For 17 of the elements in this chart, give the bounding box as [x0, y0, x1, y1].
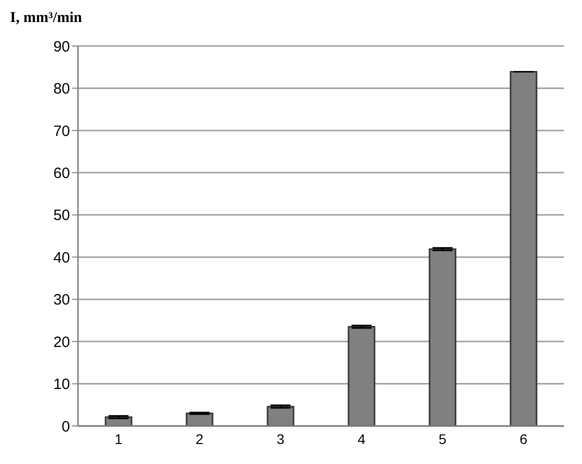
- x-tick-label: 1: [114, 430, 123, 447]
- y-tick-label: 10: [53, 376, 70, 394]
- y-tick-label: 0: [62, 418, 70, 436]
- y-tick-label: 70: [53, 122, 70, 140]
- y-tick-label: 30: [53, 292, 70, 309]
- x-tick-label: 5: [438, 430, 447, 447]
- y-tick-label: 90: [53, 38, 70, 56]
- x-tick-label: 4: [358, 430, 366, 447]
- y-tick-label: 60: [53, 164, 70, 182]
- y-tick-label: 40: [53, 249, 70, 266]
- y-tick-label: 20: [53, 334, 70, 351]
- x-tick-label: 3: [276, 430, 285, 447]
- y-axis-title: I, mm³/min: [10, 10, 82, 27]
- x-tick-label: 6: [520, 430, 528, 447]
- y-tick-label: 50: [53, 207, 70, 224]
- y-tick-label: 80: [53, 80, 70, 98]
- x-tick-label: 2: [196, 430, 204, 447]
